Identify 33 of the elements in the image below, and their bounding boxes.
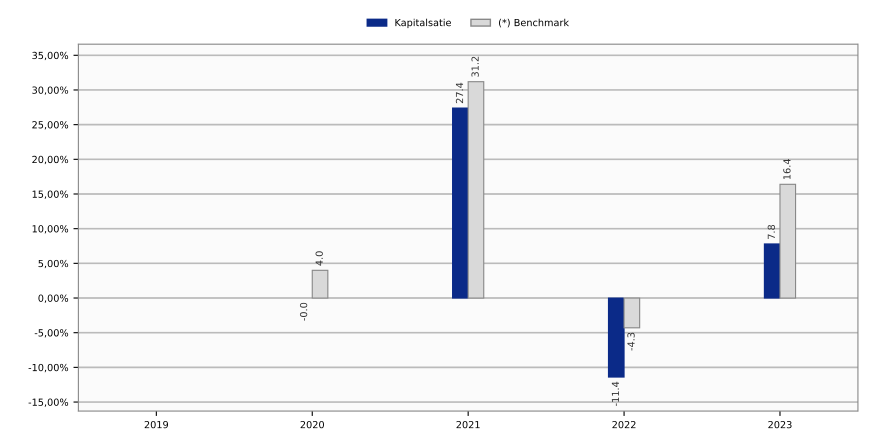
y-tick-label: -10,00% bbox=[28, 364, 68, 372]
data-label: 27.4 bbox=[456, 82, 464, 104]
data-label: -0.0 bbox=[300, 302, 308, 321]
y-tick-label: 15,00% bbox=[32, 190, 68, 199]
data-label: 16.4 bbox=[783, 159, 791, 180]
x-tick-label: 2023 bbox=[768, 420, 792, 428]
data-label: -4.3 bbox=[627, 332, 635, 350]
legend-label: Kapitalsatie bbox=[395, 18, 451, 28]
data-label: 4.0 bbox=[316, 251, 323, 266]
data-label: 7.8 bbox=[768, 224, 776, 239]
y-tick-label: 10,00% bbox=[32, 225, 68, 234]
x-tick-label: 2021 bbox=[456, 420, 480, 428]
data-label: -11.4 bbox=[612, 382, 619, 406]
y-tick-label: 35,00% bbox=[32, 52, 68, 60]
bar bbox=[452, 107, 469, 299]
x-tick-label: 2022 bbox=[612, 420, 636, 428]
data-label: 31.2 bbox=[471, 56, 479, 77]
y-tick-label: 5,00% bbox=[38, 260, 68, 268]
bar bbox=[624, 297, 640, 328]
bar bbox=[312, 270, 328, 299]
y-tick-label: 25,00% bbox=[32, 121, 68, 130]
y-tick-label: -5,00% bbox=[34, 329, 68, 338]
y-tick-label: 20,00% bbox=[32, 156, 68, 164]
bar bbox=[764, 243, 781, 299]
x-tick-label: 2020 bbox=[300, 420, 324, 428]
bar bbox=[468, 81, 484, 299]
legend-label: (*) Benchmark bbox=[499, 18, 570, 28]
x-tick-label: 2019 bbox=[144, 420, 168, 428]
y-tick-label: -15,00% bbox=[28, 398, 68, 407]
y-tick-label: 30,00% bbox=[32, 86, 68, 95]
y-tick-label: 0,00% bbox=[38, 294, 68, 303]
bar bbox=[779, 184, 796, 299]
bar bbox=[608, 297, 625, 378]
